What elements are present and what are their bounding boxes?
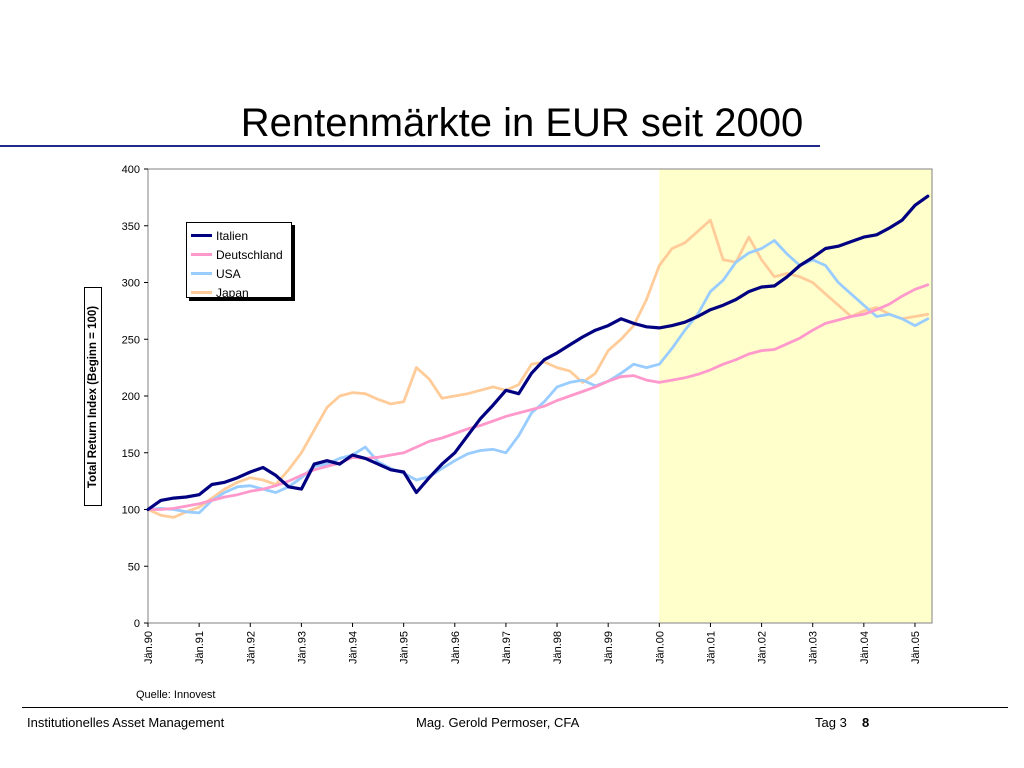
x-tick-label-8: Jän.98 (552, 631, 564, 664)
y-tick-label-150: 150 (122, 448, 140, 460)
y-tick-label-200: 200 (122, 391, 140, 403)
legend-item-italien: Italien (191, 226, 291, 245)
chart-legend: Italien Deutschland USA Japan (186, 222, 292, 300)
x-tick-label-6: Jän.96 (450, 631, 462, 664)
y-tick-label-0: 0 (134, 618, 140, 630)
legend-swatch-italien (191, 234, 212, 237)
source-note: Quelle: Innovest (136, 689, 216, 701)
x-tick-label-9: Jän.99 (603, 631, 615, 664)
legend-swatch-usa (191, 272, 212, 275)
legend-item-deutschland: Deutschland (191, 245, 291, 264)
footer-left: Institutionelles Asset Management (27, 715, 225, 730)
y-tick-label-50: 50 (128, 561, 140, 573)
legend-label-deutschland: Deutschland (216, 247, 283, 262)
y-tick-label-300: 300 (122, 278, 140, 290)
x-tick-label-11: Jän.01 (705, 631, 717, 664)
y-tick-label-250: 250 (122, 334, 140, 346)
series-line-deutschland (146, 283, 930, 511)
legend-item-japan: Japan (191, 283, 291, 302)
footer-center: Mag. Gerold Permoser, CFA (416, 715, 580, 730)
footer-day: Tag 3 (815, 715, 847, 730)
legend-swatch-japan (191, 291, 212, 294)
x-tick-label-2: Jän.92 (245, 631, 257, 664)
x-tick-label-3: Jän.93 (296, 631, 308, 664)
x-tick-label-5: Jän.95 (399, 631, 411, 664)
slide-title: Rentenmärkte in EUR seit 2000 (240, 101, 804, 145)
legend-item-usa: USA (191, 264, 291, 283)
x-tick-label-4: Jän.94 (348, 631, 360, 664)
x-tick-label-0: Jän.90 (143, 631, 155, 664)
x-tick-label-10: Jän.00 (654, 631, 666, 664)
page-number: 8 (862, 715, 870, 730)
y-tick-label-400: 400 (122, 164, 140, 176)
y-axis-label: Total Return Index (Beginn = 100) (87, 305, 99, 488)
legend-label-italien: Italien (216, 228, 249, 243)
legend-swatch-deutschland (191, 253, 212, 256)
highlight-region (659, 169, 932, 623)
series-line-italien (146, 194, 930, 512)
y-tick-label-350: 350 (122, 221, 140, 233)
title-rule (0, 145, 820, 147)
legend-label-japan: Japan (216, 285, 249, 300)
footer-rule (22, 707, 1008, 708)
x-tick-label-13: Jän.03 (808, 631, 820, 664)
legend-label-usa: USA (216, 266, 241, 281)
line-chart: 0 50 100 150 200 250 300 350 400 Jän.90 Jän.91 Jän.… (122, 164, 933, 664)
x-tick-label-15: Jän.05 (910, 631, 922, 664)
x-tick-label-7: Jän.97 (501, 631, 513, 664)
x-tick-label-1: Jän.91 (194, 631, 206, 664)
x-tick-label-12: Jän.02 (757, 631, 769, 664)
x-tick-label-14: Jän.04 (859, 631, 871, 664)
series-line-japan (146, 218, 930, 519)
y-tick-label-100: 100 (122, 505, 140, 517)
y-axis-label-box: Total Return Index (Beginn = 100) (84, 287, 102, 506)
